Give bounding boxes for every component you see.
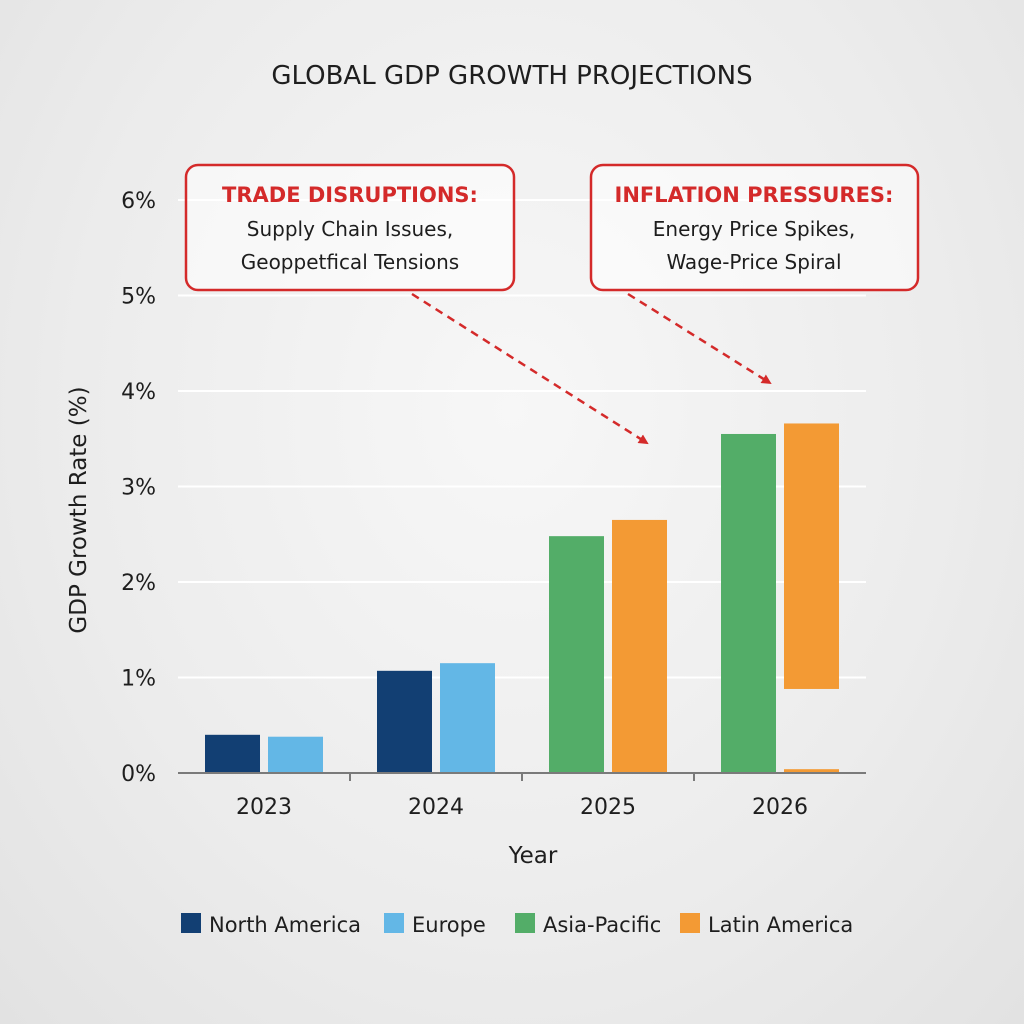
bar — [268, 736, 323, 773]
y-tick-label: 5% — [121, 285, 156, 310]
legend-label: Latin America — [708, 913, 853, 937]
x-tick-label: 2026 — [752, 795, 808, 820]
legend-swatch — [515, 913, 535, 933]
bar-segment — [784, 769, 839, 773]
legend-swatch — [384, 913, 404, 933]
x-axis-label: Year — [508, 843, 558, 869]
annotation-heading: INFLATION PRESSURES: — [615, 183, 894, 207]
bars — [205, 423, 839, 773]
annotation-arrow — [411, 292, 649, 445]
legend-swatch — [181, 913, 201, 933]
annotation-line: Wage-Price Spiral — [666, 250, 841, 274]
legend: North America Europe Asia-Pacific Latin Ame… — [181, 913, 853, 937]
bar — [721, 433, 776, 773]
bar — [784, 423, 839, 689]
annotation-trade-disruptions: TRADE DISRUPTIONS: Supply Chain Issues, … — [184, 163, 649, 445]
legend-swatch — [680, 913, 700, 933]
bar — [549, 536, 604, 773]
y-tick-label: 1% — [121, 667, 156, 692]
y-tick-label: 0% — [121, 762, 156, 787]
y-tick-label: 3% — [121, 476, 156, 501]
x-tick-label: 2023 — [236, 795, 292, 820]
legend-label: Europe — [412, 913, 486, 937]
chart-title: GLOBAL GDP GROWTH PROJECTIONS — [271, 61, 752, 91]
x-tick-label: 2025 — [580, 795, 636, 820]
y-axis-ticks: 0% 1% 2% 3% 4% 5% 6% — [121, 189, 156, 787]
legend-label: North America — [209, 913, 361, 937]
annotation-line: Energy Price Spikes, — [653, 217, 855, 241]
annotation-arrow — [627, 292, 772, 385]
annotation-line: Geoppetfical Tensions — [241, 250, 459, 274]
bar — [440, 663, 495, 773]
x-tick-label: 2024 — [408, 795, 464, 820]
y-tick-label: 6% — [121, 189, 156, 214]
annotation-heading: TRADE DISRUPTIONS: — [222, 183, 478, 207]
y-axis-label: GDP Growth Rate (%) — [66, 386, 92, 633]
y-tick-label: 4% — [121, 380, 156, 405]
annotation-inflation-pressures: INFLATION PRESSURES: Energy Price Spikes… — [589, 163, 920, 385]
bar — [205, 734, 260, 773]
bar — [377, 670, 432, 773]
x-axis: 2023 2024 2025 2026 — [178, 772, 866, 820]
annotation-box — [589, 163, 920, 292]
bar — [612, 519, 667, 773]
annotation-box — [184, 163, 516, 292]
y-tick-label: 2% — [121, 571, 156, 596]
legend-label: Asia-Pacific — [543, 913, 661, 937]
annotation-line: Supply Chain Issues, — [247, 217, 454, 241]
